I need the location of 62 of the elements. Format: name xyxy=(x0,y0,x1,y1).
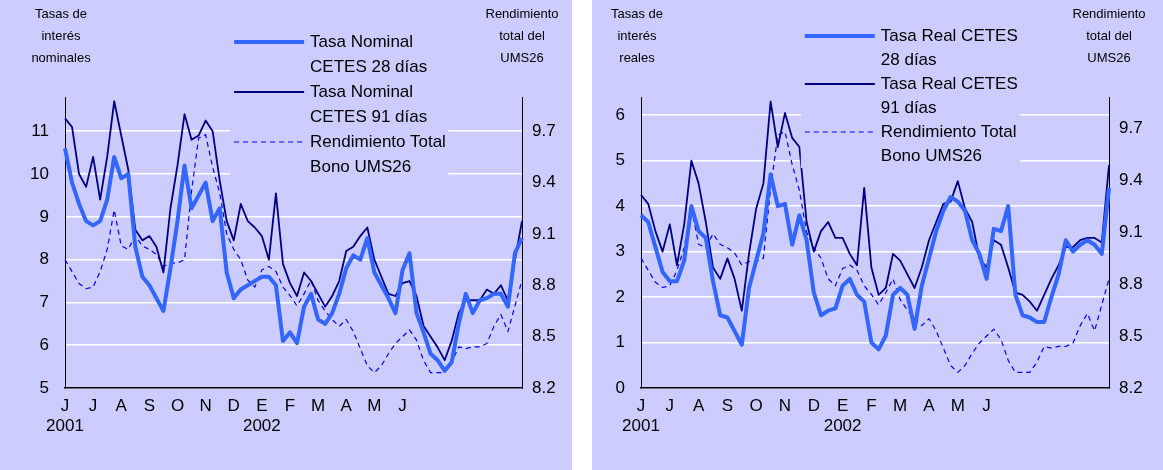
legend-label: Tasa Nominal CETES 28 días xyxy=(310,31,428,76)
x-tick-label: N xyxy=(778,395,792,415)
y-tick-label: 5 xyxy=(615,150,625,170)
x-tick-label: O xyxy=(749,395,763,415)
x-tick-label: D xyxy=(227,395,240,415)
y-tick-label: 9 xyxy=(39,206,49,226)
y2-tick-label: 8.2 xyxy=(1119,377,1143,397)
x-tick-label: A xyxy=(340,395,353,415)
legend-label: Rendimiento Total Bono UMS26 xyxy=(310,131,446,176)
y2-tick-label: 8.2 xyxy=(532,377,556,397)
y-tick-label: 1 xyxy=(615,332,625,352)
x-tick-label: F xyxy=(866,395,877,415)
y-tick-label: 8 xyxy=(39,249,49,269)
y2-tick-label: 9.7 xyxy=(532,120,556,140)
y-tick-label: 4 xyxy=(615,195,625,215)
y-tick-label: 0 xyxy=(615,377,625,397)
x-tick-label: M xyxy=(950,395,965,415)
x-tick-label: M xyxy=(893,395,908,415)
x-tick-label: N xyxy=(199,395,212,415)
y2-tick-label: 9.1 xyxy=(532,223,556,243)
x-tick-label: F xyxy=(284,395,296,415)
y-tick-label: 3 xyxy=(615,241,625,261)
x-tick-label: J xyxy=(665,395,675,415)
y-tick-label: 2 xyxy=(615,286,625,306)
x-tick-label: J 2001 xyxy=(46,395,84,436)
y-tick-label: 11 xyxy=(31,120,49,140)
x-tick-label: J xyxy=(88,395,98,415)
y-tick-label: 6 xyxy=(39,334,49,354)
x-tick-label: S xyxy=(721,395,734,415)
x-tick-label: M xyxy=(311,395,326,415)
y2-axis-title: Rendimiento total del UMS26 xyxy=(485,5,559,65)
x-tick-label: J xyxy=(982,395,991,415)
y2-axis-title: Rendimiento total del UMS26 xyxy=(1072,5,1146,65)
y-tick-label: 10 xyxy=(30,163,49,183)
y2-tick-label: 8.5 xyxy=(1119,325,1143,345)
y2-tick-label: 9.7 xyxy=(1119,117,1143,137)
y2-tick-label: 9.4 xyxy=(1119,169,1143,189)
x-tick-label: J 2001 xyxy=(622,395,660,436)
x-tick-label: J xyxy=(398,395,407,415)
y2-tick-label: 8.8 xyxy=(1119,273,1143,293)
y2-tick-label: 8.5 xyxy=(532,326,556,346)
x-tick-label: M xyxy=(367,395,382,415)
x-tick-label: D xyxy=(807,395,820,415)
legend-label: Rendimiento Total Bono UMS26 xyxy=(880,121,1017,165)
x-tick-label: S xyxy=(143,395,156,415)
y-tick-label: 6 xyxy=(615,104,625,124)
x-tick-label: E 2002 xyxy=(242,395,281,436)
y-tick-label: 5 xyxy=(39,377,49,397)
legend-label: Tasa Real CETES 91 días xyxy=(880,73,1018,117)
y2-tick-label: 8.8 xyxy=(532,274,556,294)
legend-label: Tasa Nominal CETES 91 días xyxy=(310,81,428,126)
x-tick-label: A xyxy=(115,395,128,415)
y-axis-title: Tasas de interés reales xyxy=(610,5,664,65)
y2-tick-label: 9.1 xyxy=(1119,221,1143,241)
y-tick-label: 7 xyxy=(39,292,49,312)
x-tick-label: A xyxy=(923,395,936,415)
y-axis-title: Tasas de interés nominales xyxy=(31,5,92,65)
x-tick-label: O xyxy=(170,395,185,415)
legend-label: Tasa Real CETES 28 días xyxy=(880,25,1018,69)
x-tick-label: E 2002 xyxy=(823,395,862,436)
x-tick-label: A xyxy=(692,395,705,415)
y2-tick-label: 9.4 xyxy=(532,172,556,192)
